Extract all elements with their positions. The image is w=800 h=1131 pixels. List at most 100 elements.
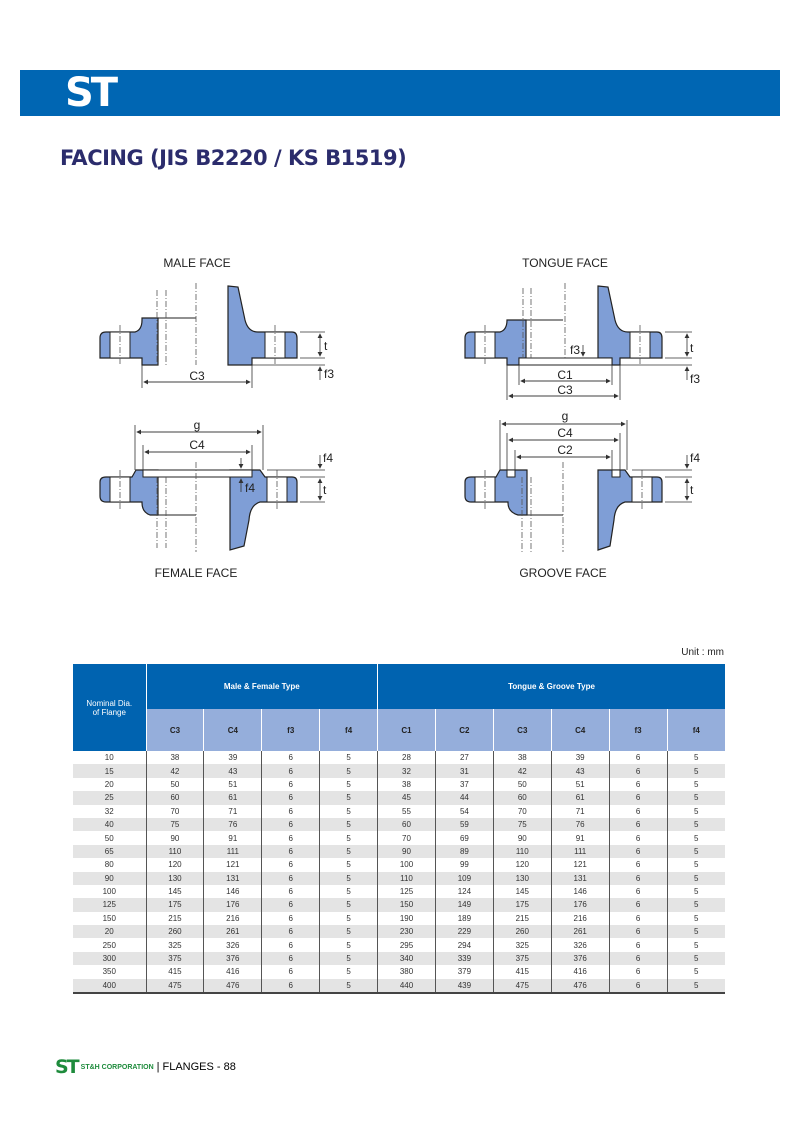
value-cell: 6 — [608, 965, 668, 979]
value-cell: 5 — [666, 777, 725, 792]
value-cell: 6 — [261, 951, 320, 966]
value-cell: 5 — [319, 925, 378, 939]
nominal-dia-cell: 80 — [104, 860, 114, 870]
value-cell: 6 — [608, 804, 668, 818]
value-cell: 216 — [203, 911, 262, 926]
value-cell: 5 — [666, 965, 725, 979]
value-cell: 146 — [550, 884, 610, 899]
value-cell: 5 — [319, 777, 378, 792]
value-cell: 5 — [666, 764, 725, 778]
value-cell: 379 — [434, 965, 494, 979]
value-cell: 39 — [550, 751, 610, 765]
footer-separator: | — [156, 1061, 160, 1073]
col-header: f3 — [608, 709, 668, 751]
col-header: C3 — [145, 709, 204, 751]
header-bar: ST — [20, 70, 780, 116]
value-cell: 5 — [319, 951, 378, 966]
value-cell: 44 — [434, 791, 494, 805]
value-cell: 5 — [319, 831, 378, 845]
nominal-dia-cell: 20 — [73, 925, 146, 939]
groove-face-label: GROOVE FACE — [519, 566, 606, 580]
value-cell: 5 — [666, 951, 725, 966]
value-cell: 45 — [377, 791, 436, 805]
value-cell: 6 — [608, 951, 668, 966]
value-cell: 5 — [319, 858, 378, 872]
value-cell: 375 — [145, 951, 204, 966]
nominal-dia-cell: 20 — [104, 779, 114, 789]
groove-face-diagram: g C4 C2 f4 t GROOVE FACE — [464, 409, 700, 580]
value-cell: 89 — [434, 844, 494, 859]
value-cell: 5 — [666, 751, 725, 765]
dim-f3: f3 — [324, 367, 334, 381]
value-cell: 150 — [377, 898, 436, 912]
value-cell: 71 — [550, 804, 610, 818]
value-cell: 415 — [145, 965, 204, 979]
dim-f4: f4 — [690, 451, 700, 465]
table-row: 400 475 476 6 5 440 439 475 476 6 5 — [73, 978, 725, 995]
unit-label: Unit : mm — [681, 647, 724, 658]
value-cell: 5 — [666, 831, 725, 845]
value-cell: 121 — [550, 858, 610, 872]
value-cell: 146 — [203, 884, 262, 899]
group-tongue-groove: Tongue & Groove Type — [377, 664, 725, 709]
value-cell: 60 — [377, 817, 436, 832]
value-cell: 145 — [492, 884, 552, 899]
value-cell: 91 — [550, 831, 610, 845]
value-cell: 59 — [434, 817, 494, 832]
col-header: C3 — [492, 709, 552, 751]
value-cell: 75 — [492, 817, 552, 832]
col-header: f3 — [261, 709, 320, 751]
value-cell: 145 — [145, 884, 204, 899]
nominal-dia-cell: 100 — [102, 887, 116, 897]
value-cell: 261 — [550, 925, 610, 939]
value-cell: 6 — [608, 764, 668, 778]
value-cell: 39 — [203, 751, 262, 765]
value-cell: 60 — [492, 791, 552, 805]
value-cell: 90 — [377, 844, 436, 859]
value-cell: 6 — [261, 898, 320, 912]
value-cell: 70 — [145, 804, 204, 818]
page-title: FACING (JIS B2220 / KS B1519) — [60, 146, 407, 170]
value-cell: 5 — [666, 791, 725, 805]
value-cell: 99 — [434, 858, 494, 872]
value-cell: 6 — [261, 777, 320, 792]
dim-f3: f3 — [690, 372, 700, 386]
nominal-dia-cell: 32 — [104, 806, 114, 816]
value-cell: 476 — [550, 978, 610, 995]
value-cell: 5 — [319, 871, 378, 885]
value-cell: 27 — [434, 751, 494, 765]
col-header: C2 — [434, 709, 494, 751]
value-cell: 130 — [145, 871, 204, 885]
nominal-dia-cell: 65 — [73, 844, 146, 859]
value-cell: 6 — [608, 831, 668, 845]
nominal-header: Nominal Dia. of Flange — [73, 664, 147, 751]
value-cell: 175 — [492, 898, 552, 912]
group-male-female: Male & Female Type — [146, 664, 378, 709]
value-cell: 190 — [377, 911, 436, 926]
value-cell: 376 — [203, 951, 262, 966]
value-cell: 100 — [377, 858, 436, 872]
table-row: 350 415 416 6 5 380 379 415 416 6 5 — [73, 965, 725, 979]
value-cell: 6 — [261, 791, 320, 805]
value-cell: 6 — [261, 804, 320, 818]
table-row: 90 130 131 6 5 110 109 130 131 6 5 — [73, 871, 725, 885]
male-face-diagram: MALE FACE C3 t f3 — [99, 256, 334, 388]
value-cell: 6 — [608, 858, 668, 872]
nominal-dia-cell: 10 — [104, 753, 114, 763]
value-cell: 5 — [319, 751, 378, 765]
dim-t: t — [324, 339, 328, 353]
table-row: 20 50 51 6 5 38 37 50 51 6 5 — [73, 777, 725, 792]
value-cell: 5 — [319, 911, 378, 926]
dim-c3: C3 — [557, 383, 573, 397]
value-cell: 6 — [608, 844, 668, 859]
value-cell: 380 — [377, 965, 436, 979]
value-cell: 131 — [203, 871, 262, 885]
value-cell: 5 — [666, 871, 725, 885]
value-cell: 125 — [377, 884, 436, 899]
table-row: 80 120 121 6 5 100 99 120 121 6 5 — [73, 858, 725, 872]
value-cell: 51 — [550, 777, 610, 792]
table-row: 15 42 43 6 5 32 31 42 43 6 5 — [73, 764, 725, 778]
value-cell: 176 — [203, 898, 262, 912]
table-row: 50 90 91 6 5 70 69 90 91 6 5 — [73, 831, 725, 845]
nominal-dia-cell: 15 — [73, 764, 146, 778]
